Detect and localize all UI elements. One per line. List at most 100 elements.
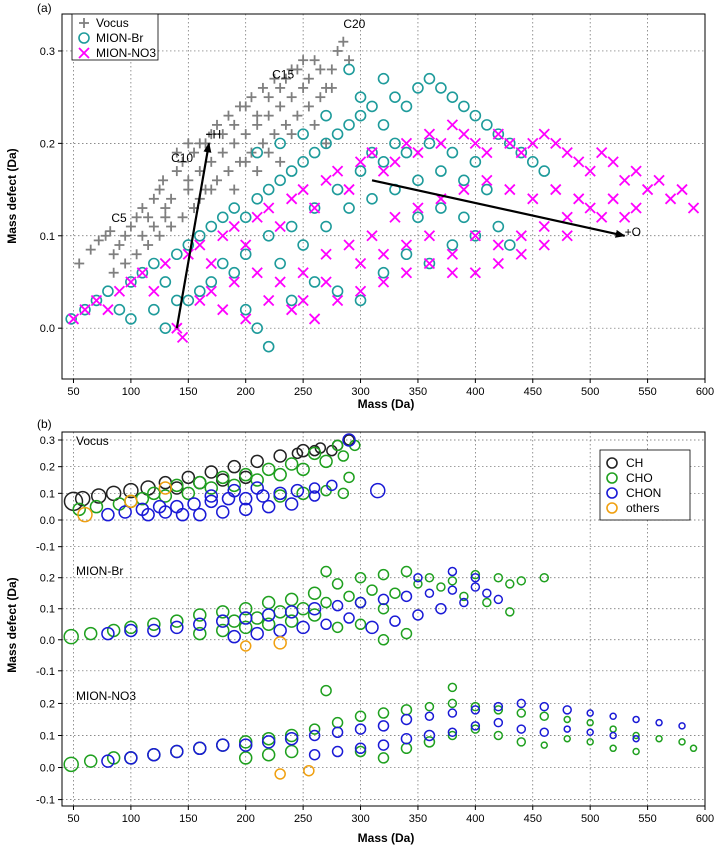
data-point (297, 156, 309, 168)
data-point (193, 507, 207, 522)
panel-b-grid (62, 432, 705, 806)
data-point (493, 717, 504, 728)
data-point (85, 244, 96, 255)
x-tick-label: 550 (638, 386, 656, 398)
data-point (344, 55, 355, 66)
data-point (212, 119, 223, 130)
data-point (123, 482, 139, 499)
data-point (331, 285, 344, 298)
data-point (108, 267, 119, 278)
data-point (187, 497, 201, 511)
x-tick-label: 450 (524, 386, 542, 398)
data-point (238, 502, 253, 517)
data-point (261, 499, 276, 514)
data-point (504, 183, 516, 196)
data-point (137, 203, 148, 214)
data-point (239, 211, 252, 224)
data-point (284, 605, 299, 619)
data-point (183, 175, 194, 186)
data-point (505, 607, 515, 617)
data-point (641, 183, 654, 196)
data-point (435, 602, 447, 615)
data-point (653, 174, 665, 186)
data-point (458, 174, 470, 187)
data-point (240, 239, 252, 251)
data-point (216, 623, 230, 638)
panel-b-x-ticks: 50 100 150 200 250 300 350 400 450 500 550 600 (67, 806, 714, 825)
data-point (240, 129, 251, 140)
data-point (296, 620, 310, 635)
data-point (292, 110, 303, 121)
data-point (354, 165, 367, 177)
data-point (298, 82, 309, 93)
data-point (274, 137, 286, 150)
x-tick-label: 300 (351, 813, 369, 825)
data-point (573, 193, 585, 205)
data-point (263, 92, 274, 103)
y-tick-label: 0.2 (40, 462, 55, 474)
data-point (160, 203, 171, 214)
data-point (251, 322, 263, 334)
data-point (250, 473, 264, 487)
panel-a-label: (a) (37, 1, 52, 15)
data-point (159, 322, 172, 334)
data-point (354, 745, 367, 758)
data-point (170, 614, 184, 628)
x-tick-label: 250 (294, 386, 312, 398)
data-point (436, 582, 446, 592)
data-point (125, 313, 137, 325)
data-point (492, 128, 505, 140)
annotation-label: C15 (272, 68, 294, 82)
data-point (550, 183, 562, 196)
data-point (354, 91, 367, 103)
data-point (238, 620, 253, 635)
data-point (229, 119, 240, 130)
data-point (250, 481, 264, 495)
data-point (320, 220, 332, 233)
data-point (447, 576, 458, 586)
data-point (261, 735, 276, 749)
data-point (221, 491, 236, 506)
data-point (527, 193, 539, 205)
y-tick-label: -0.1 (36, 542, 55, 554)
data-point (319, 454, 333, 469)
data-point (308, 276, 321, 288)
data-point (284, 592, 299, 607)
data-point (67, 313, 80, 325)
y-tick-label: 0.1 (40, 730, 55, 742)
data-point (206, 184, 217, 195)
data-point (65, 313, 77, 325)
data-point (447, 727, 458, 738)
data-point (125, 221, 136, 232)
data-point (377, 739, 390, 751)
data-point (227, 629, 241, 644)
data-point (331, 621, 344, 634)
arrow (371, 179, 626, 238)
data-point (400, 248, 413, 261)
data-point (206, 156, 217, 167)
data-point (413, 572, 423, 583)
data-point (275, 101, 286, 112)
data-point (539, 572, 549, 583)
data-point (618, 174, 631, 186)
series-chon (101, 433, 386, 522)
data-point (263, 147, 274, 158)
data-point (377, 276, 390, 288)
data-point (261, 462, 276, 477)
data-point (252, 119, 263, 130)
x-tick-label: 450 (524, 813, 542, 825)
data-point (303, 101, 314, 112)
data-point (193, 229, 206, 242)
data-point (354, 285, 367, 297)
data-point (331, 294, 344, 307)
data-point (424, 572, 435, 583)
data-point (481, 174, 493, 186)
data-point (79, 304, 91, 316)
data-point (274, 768, 286, 780)
data-point (308, 202, 321, 214)
data-point (131, 249, 142, 260)
panel-b-points (63, 433, 698, 780)
data-point (269, 73, 280, 84)
data-point (389, 91, 401, 103)
